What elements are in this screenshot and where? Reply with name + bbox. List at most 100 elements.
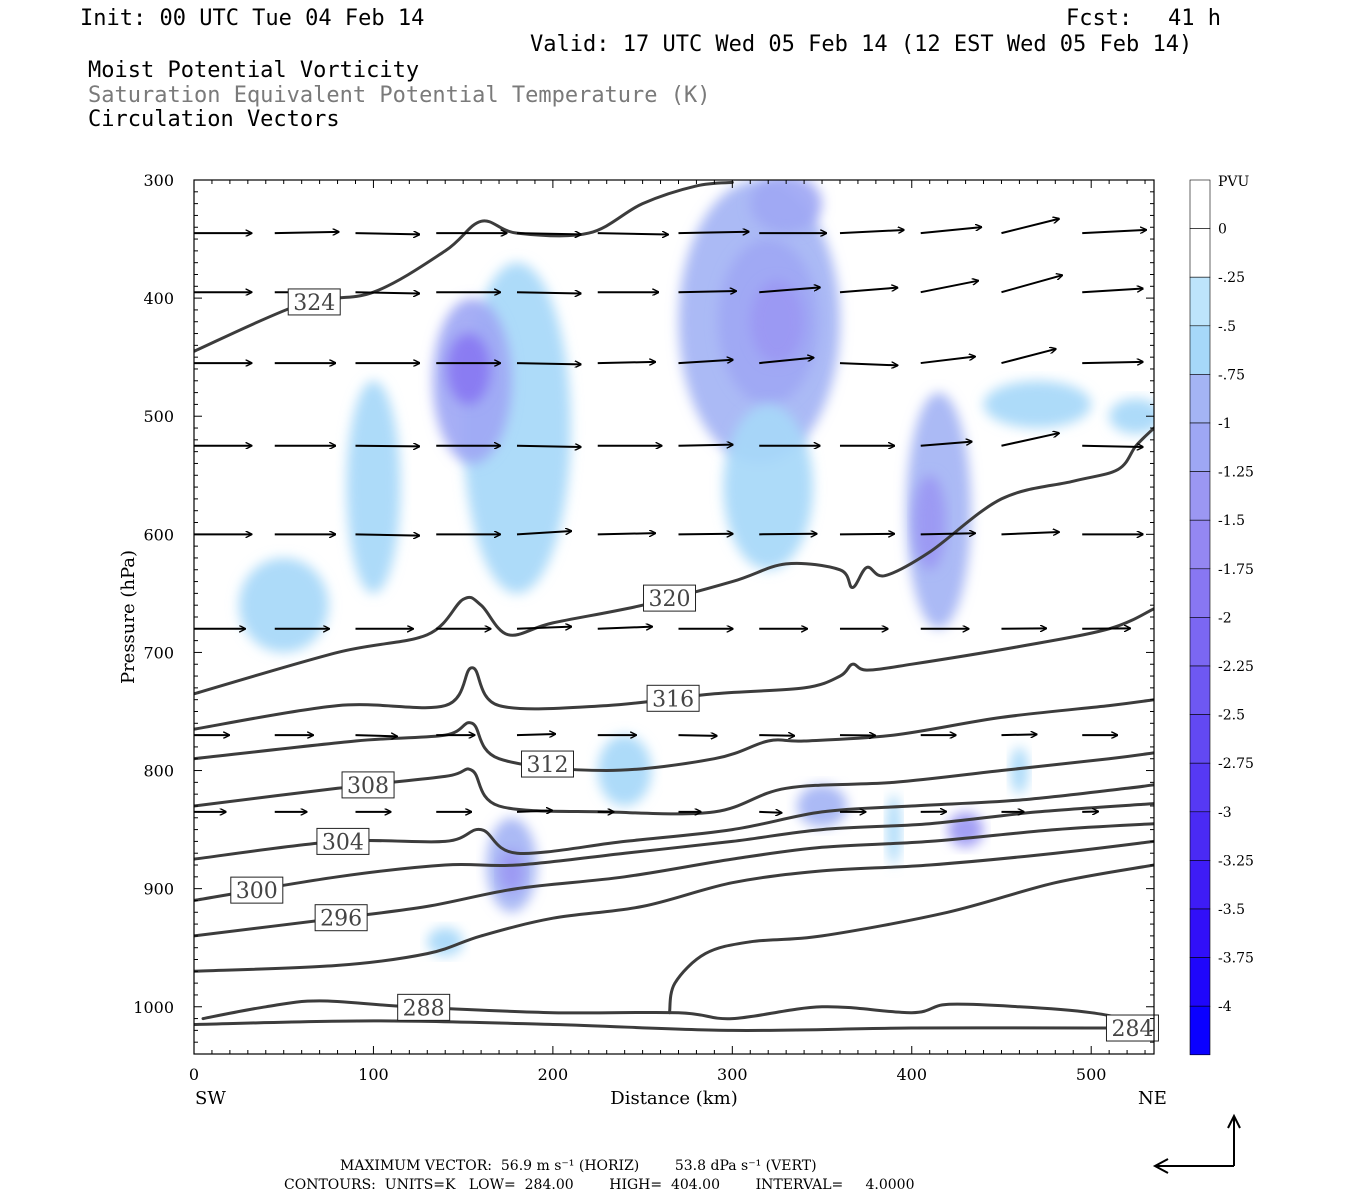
legend-swatch [1189,860,1211,910]
circulation-vector [920,227,982,235]
contour-label-box [287,288,341,316]
forecast-hours: 41 h [1168,6,1221,31]
theta-contour [194,822,1154,938]
legend-label: -.75 [1218,367,1245,383]
circulation-vector [516,734,555,735]
circulation-vector [920,357,975,365]
theta-contour [194,698,1154,772]
legend-label: -1 [1218,416,1232,432]
legend-swatch [1189,325,1211,375]
y-tick-label: 900 [143,880,174,899]
circulation-vector [516,531,571,536]
legend-swatch [1189,179,1211,229]
legend-label: -3 [1218,805,1232,821]
contour-label-box [314,904,368,932]
contour-label: 296 [320,907,362,932]
circulation-vector [355,534,419,535]
pv-area [346,380,401,594]
contour-label: 312 [526,753,568,778]
legend-label: -2.75 [1218,756,1254,772]
legend-label: -1.75 [1218,562,1254,578]
y-tick-label: 1000 [133,998,174,1017]
legend-swatch [1189,665,1211,715]
legend-swatch [1189,811,1211,861]
legend-swatch [1189,908,1211,958]
y-tick-label: 300 [143,171,174,190]
y-tick-label: 600 [143,525,174,544]
pv-area [796,784,848,828]
legend-label: -3.75 [1218,951,1254,967]
circulation-vector [516,363,581,364]
pv-legend: 0 -.25 -.5 -.75 -1 -1.25 -1.5 -1.75 -2 -2.25 -2.5 -… [1189,179,1254,1056]
circulation-vector [1001,219,1059,235]
field-title-theta: Saturation Equivalent Potential Temperat… [88,83,711,108]
x-tick-label: 100 [358,1065,389,1084]
legend-label: -2.5 [1218,708,1245,724]
contour-label: 308 [347,774,389,799]
circulation-vector [920,442,972,447]
legend-swatch [1189,519,1211,570]
y-tick-label: 400 [143,289,174,308]
x-end-label-sw: SW [195,1088,226,1109]
circulation-vector [516,810,552,811]
circulation-vector [1001,433,1059,447]
circulation-vector [678,534,732,535]
theta-contour [194,783,1154,861]
circulation-vector [1153,734,1154,736]
contour-label-box [1105,1014,1159,1042]
circulation-vector [759,358,813,365]
circulation-vector [759,812,781,813]
theta-contour [194,751,1154,816]
forecast-label: Fcst: [1066,6,1133,31]
contour-label-box [643,584,697,612]
legend-label: -3.5 [1218,902,1245,918]
circulation-vector [516,233,581,234]
theta-contour [194,1019,1154,1032]
pv-area [886,794,901,866]
contour-info-note: CONTOURS: UNITS=K LOW= 284.00 HIGH= 404.… [284,1177,915,1193]
circulation-vector [678,232,748,233]
circulation-vector [678,735,716,736]
pv-area [238,557,329,653]
circulation-vector [1082,289,1143,294]
legend-swatch [1189,471,1211,521]
legend-label: -1.5 [1218,513,1245,529]
circulation-vector [839,363,898,365]
circulation-vector [516,292,581,293]
contour-label: 316 [652,687,694,712]
theta-contour [668,863,1154,1015]
circulation-vector [1001,349,1055,365]
legend-label: -3.25 [1218,853,1254,869]
legend-swatch [1189,617,1211,667]
circulation-vector [274,232,339,233]
contour-label-box [397,993,451,1021]
init-label: Init: 00 UTC Tue 04 Feb 14 [80,6,425,31]
x-tick-label: 200 [538,1065,569,1084]
x-end-label-ne: NE [1138,1088,1167,1109]
x-axis-label: Distance (km) [610,1088,737,1109]
axes: 0 100 200 300 400 500 300 400 500 600 700 800 900 100… [133,171,1154,1084]
circulation-vector [355,233,419,234]
contour-label-box [230,876,284,904]
pv-area [913,475,946,570]
x-tick-label: 400 [896,1065,927,1084]
pv-area [1109,398,1154,434]
circulation-vector [355,292,419,293]
circulation-vector [597,533,656,534]
contour-label-box [646,684,700,712]
pv-area [1010,746,1029,795]
legend-swatch [1189,762,1211,813]
legend-swatch [1189,276,1211,327]
legend-swatch [1189,228,1211,278]
legend-unit: PVU [1218,174,1250,190]
x-tick-label: 500 [1076,1065,1107,1084]
legend-swatch [1189,568,1211,618]
circulation-vector [597,233,668,234]
theta-contour [194,426,1154,696]
circulation-vector [839,230,904,235]
pv-area [427,927,464,956]
contour-label-box [520,750,574,778]
contour-label: 300 [236,879,278,904]
circulation-vector [516,446,581,447]
